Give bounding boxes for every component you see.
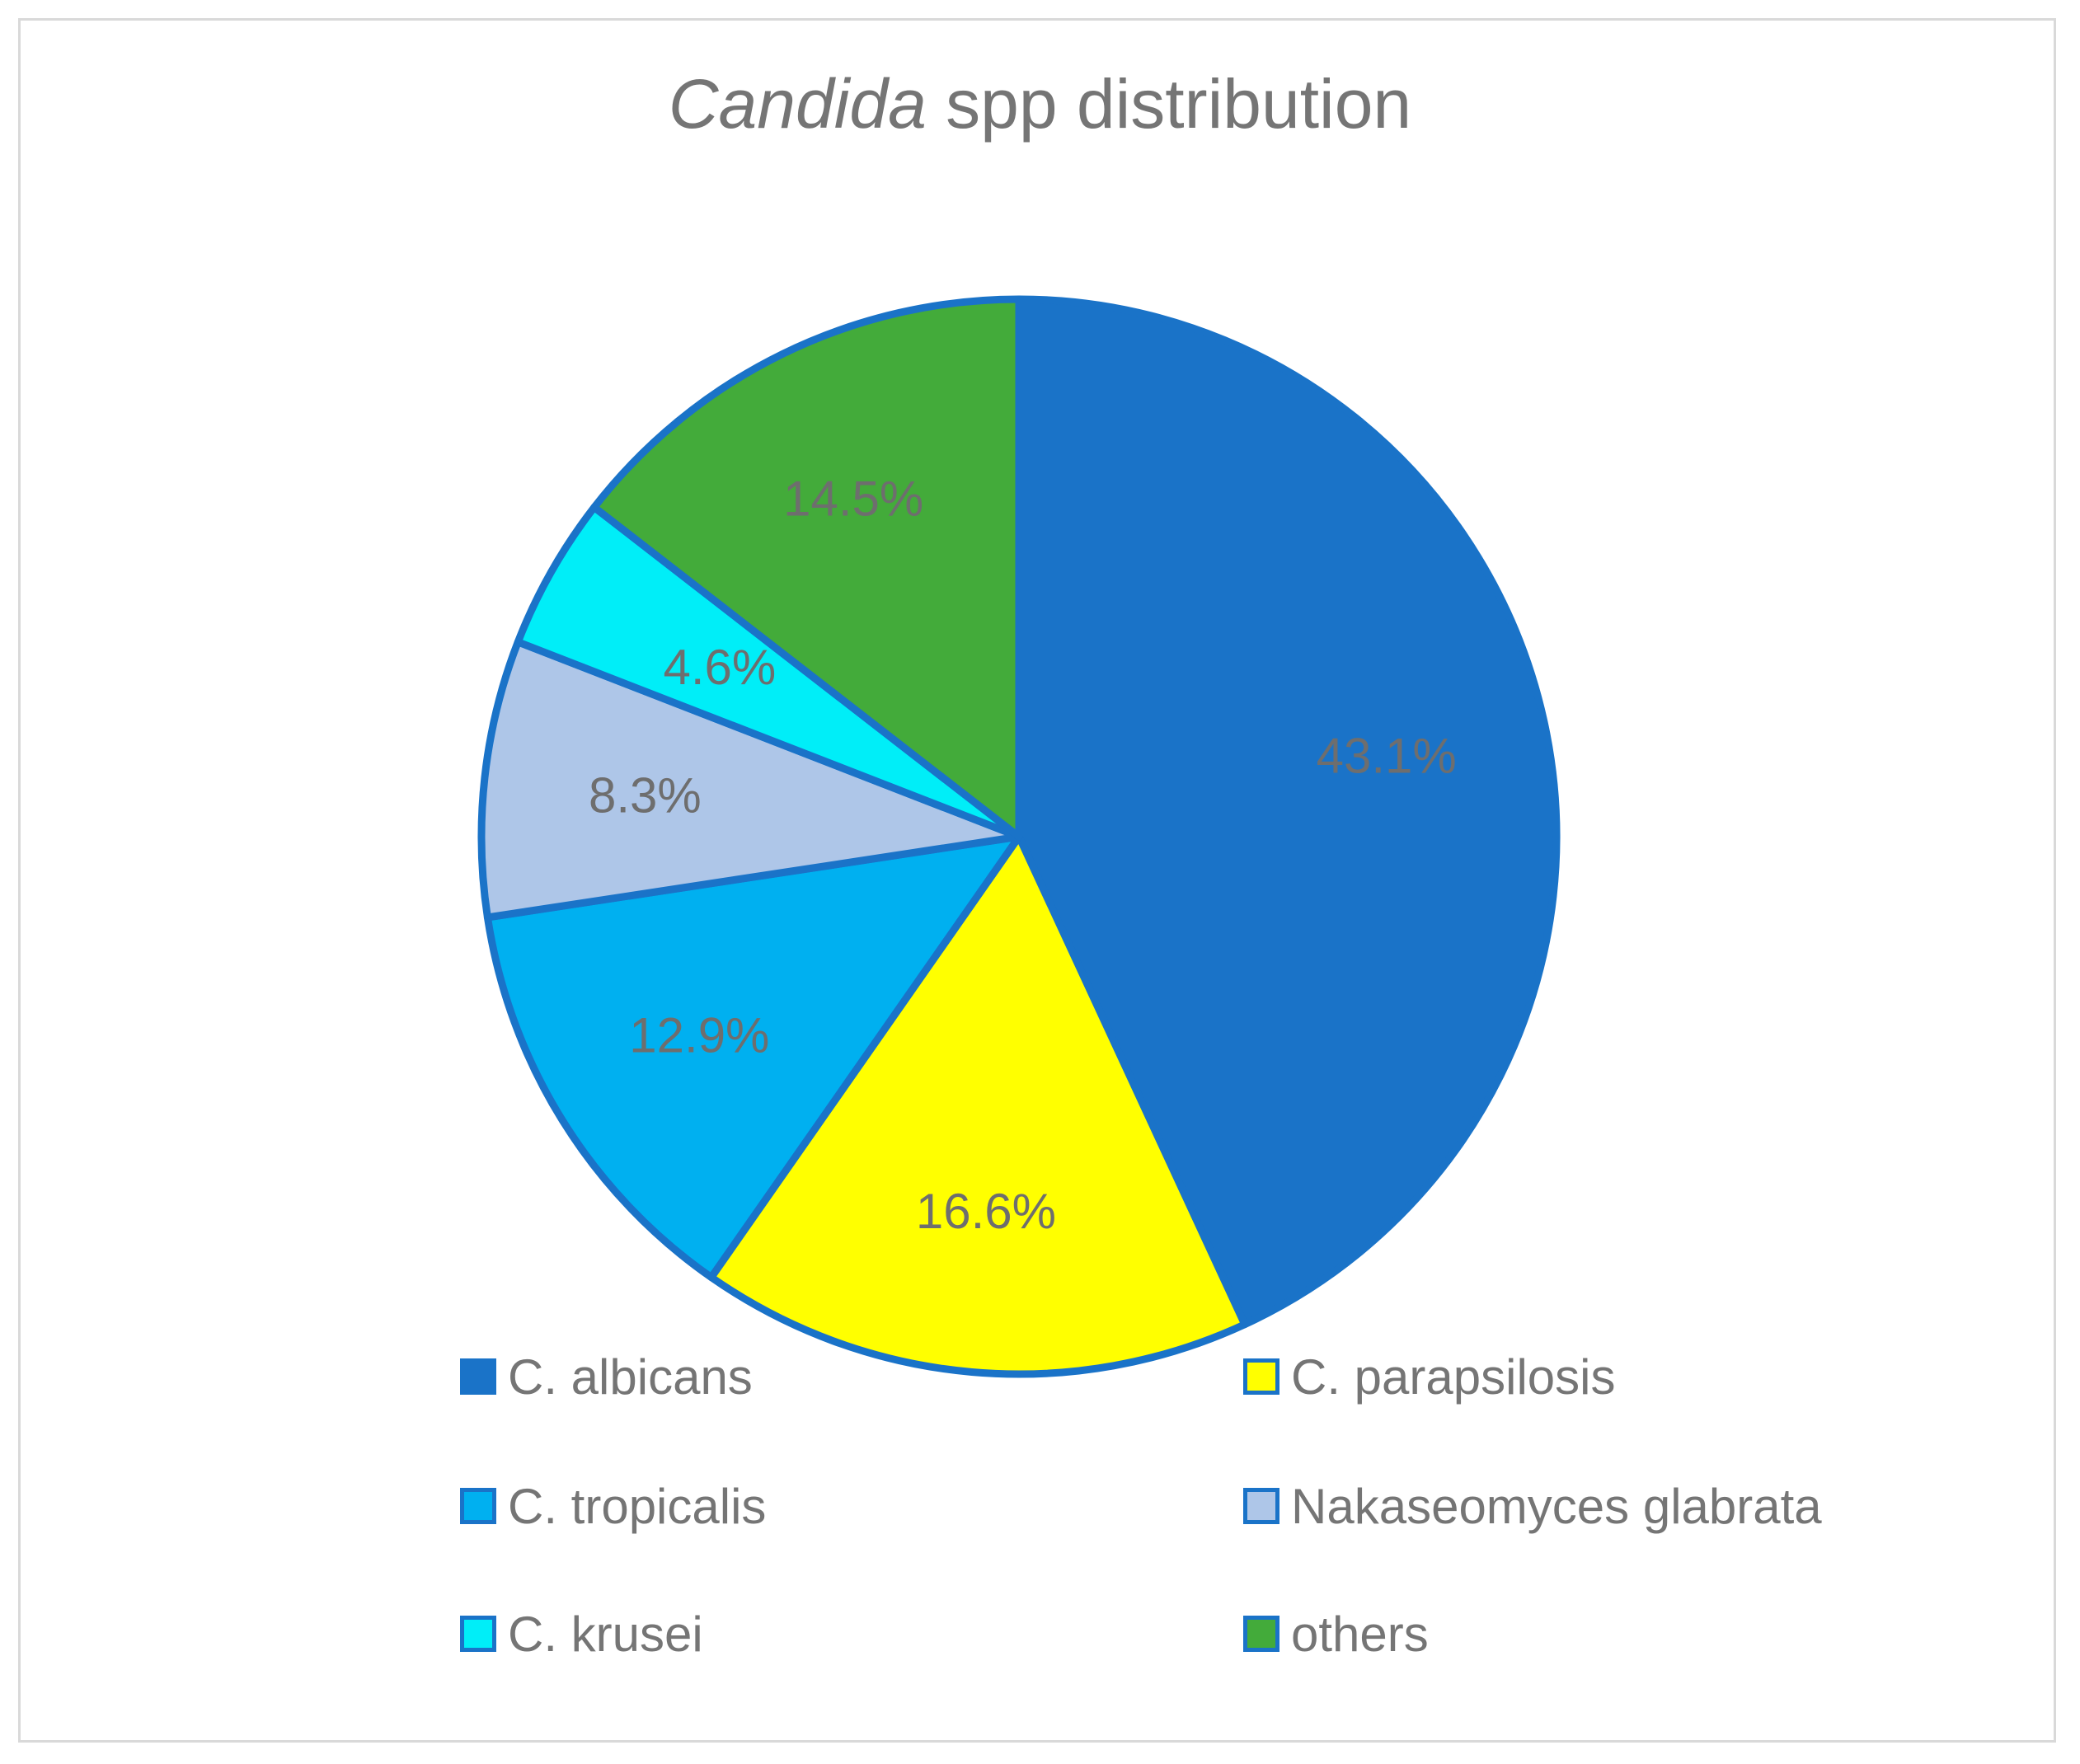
legend-swatch xyxy=(460,1488,496,1524)
legend-swatch xyxy=(1243,1358,1279,1395)
legend-swatch xyxy=(1243,1488,1279,1524)
legend-label: C. krusei xyxy=(508,1606,703,1662)
pie-slice-c-parapsilosis xyxy=(707,833,1249,1378)
legend-label: C. parapsilosis xyxy=(1291,1349,1616,1405)
pie-slice-c-albicans xyxy=(1015,295,1561,1329)
legend-label: others xyxy=(1291,1606,1429,1662)
chart-title-rest: spp distribution xyxy=(926,65,1412,143)
pie-slice-others xyxy=(590,295,1023,841)
data-label-c-albicans: 43.1% xyxy=(1317,728,1457,783)
chart-title: Candida spp distribution xyxy=(0,64,2080,144)
legend-item-nakaseomyces-glabrata: Nakaseomyces glabrata xyxy=(1243,1477,1822,1535)
pie-slice-c-tropicalis xyxy=(483,833,1023,1282)
data-label-nakaseomyces-glabrata: 8.3% xyxy=(589,767,702,823)
legend-label: Nakaseomyces glabrata xyxy=(1291,1478,1822,1534)
legend-item-c-tropicalis: C. tropicalis xyxy=(460,1477,766,1535)
legend-swatch xyxy=(460,1358,496,1395)
legend-label: C. albicans xyxy=(508,1349,753,1405)
legend-item-c-parapsilosis: C. parapsilosis xyxy=(1243,1348,1616,1405)
data-label-c-krusei: 4.6% xyxy=(664,640,777,695)
legend-item-c-krusei: C. krusei xyxy=(460,1605,703,1663)
data-label-others: 14.5% xyxy=(783,471,923,527)
legend-item-others: others xyxy=(1243,1605,1429,1663)
legend-swatch xyxy=(460,1616,496,1652)
data-label-c-parapsilosis: 16.6% xyxy=(916,1184,1056,1239)
chart-title-italic: Candida xyxy=(668,65,927,143)
data-label-c-tropicalis: 12.9% xyxy=(629,1007,769,1063)
legend-label: C. tropicalis xyxy=(508,1478,767,1534)
legend-item-c-albicans: C. albicans xyxy=(460,1348,753,1405)
legend-swatch xyxy=(1243,1616,1279,1652)
pie-slice-nakaseomyces-glabrata xyxy=(477,638,1023,922)
